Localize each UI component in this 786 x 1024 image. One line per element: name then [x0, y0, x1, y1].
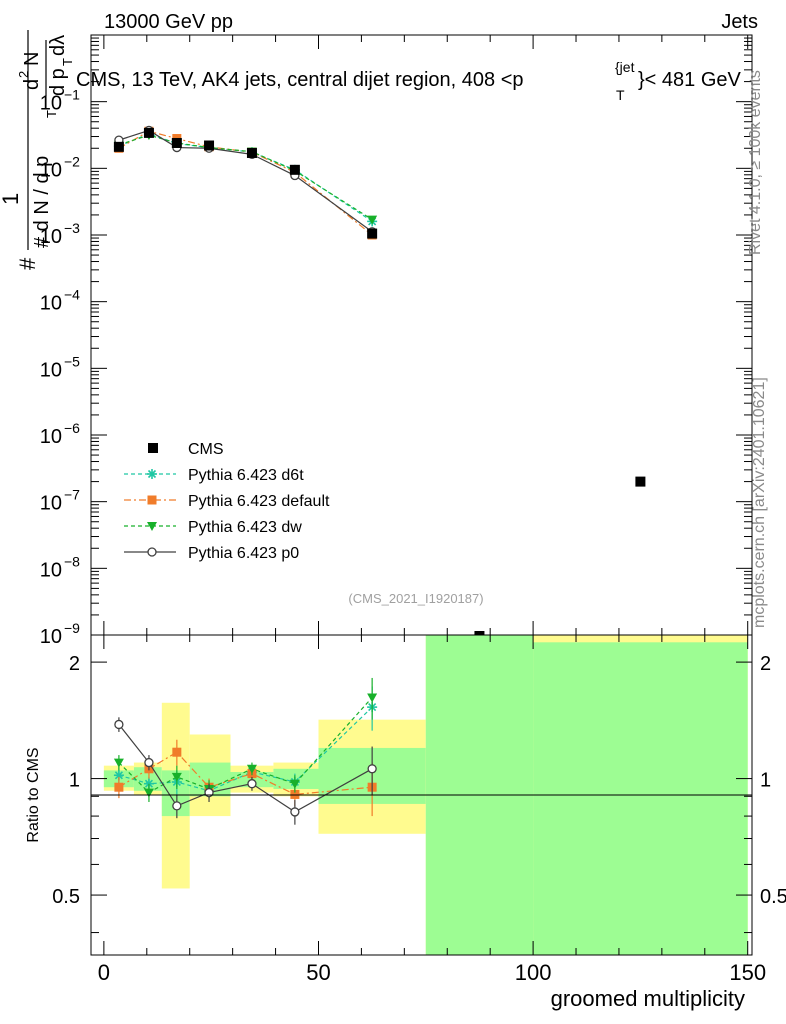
- ratio-point-2-1: [143, 788, 154, 798]
- y-tick-label-main-1: 10: [40, 559, 62, 581]
- y-tick-label-main-7: 10: [40, 159, 62, 181]
- y-tick-label-main-8: 10: [40, 93, 62, 115]
- cms-point-4: [246, 147, 257, 158]
- cms-point-1: [143, 127, 154, 138]
- title-main: CMS, 13 TeV, AK4 jets, central dijet reg…: [76, 69, 524, 91]
- ratio-tick-label-l-2: 2: [69, 653, 80, 675]
- ylabel-dp: d p: [47, 68, 69, 96]
- x-tick-label-100: 100: [515, 960, 552, 985]
- ratio-point-2-0: [113, 758, 124, 768]
- side-label-mcplots: mcplots.cern.ch [arXiv:2401.10621]: [751, 377, 768, 628]
- ratio-point-2-5: [289, 779, 300, 789]
- ratio-tick-label-r-0.5: 0.5: [760, 886, 786, 908]
- ratio-point-1-5: [290, 789, 300, 799]
- y-tick-label-main-5: 10: [40, 293, 62, 315]
- side-label-rivet: Rivet 4.1.0, ≥ 100k events: [747, 70, 764, 255]
- y-tick-label-main-4: 10: [40, 359, 62, 381]
- legend-marker-4: [147, 547, 157, 557]
- y-tick-exp-main-6: −3: [64, 220, 80, 236]
- y-tick-exp-main-1: −8: [64, 553, 80, 569]
- main-line-0: [118, 133, 373, 222]
- main-series: [113, 125, 378, 240]
- cms-point-6: [367, 228, 378, 239]
- ratio-point-2-4: [246, 764, 257, 774]
- legend-marker-3: [147, 522, 157, 531]
- main-line-3: [118, 129, 373, 233]
- title-tail: }< 481 GeV: [638, 69, 742, 91]
- ylabel-denominator: # d N / d p: [31, 156, 53, 248]
- title-sup: {jet: [615, 59, 635, 75]
- cms-point-5: [289, 164, 300, 175]
- chart-title: CMS, 13 TeV, AK4 jets, central dijet reg…: [76, 59, 742, 103]
- y-tick-exp-main-2: −7: [64, 487, 80, 503]
- ratio-point-2-2: [171, 772, 182, 782]
- ratio-point-3-1: [144, 757, 154, 768]
- cms-point-7: [474, 631, 485, 635]
- y-axis-label-ratio: Ratio to CMS: [25, 747, 42, 842]
- ratio-tick-label-l-1: 1: [69, 770, 80, 792]
- ratio-point-2-6: [367, 693, 378, 703]
- legend-label-2: Pythia 6.423 default: [188, 493, 330, 510]
- band-inner-8: [533, 642, 748, 955]
- ylabel-numerator: 1: [0, 193, 23, 205]
- legend-cms-marker: [148, 443, 158, 453]
- x-tick-label-0: 0: [98, 960, 110, 985]
- legend-label-3: Pythia 6.423 dw: [188, 519, 302, 536]
- header-right: Jets: [721, 11, 758, 33]
- ylabel-dp-sub: T: [60, 58, 75, 66]
- y-tick-label-main-6: 10: [40, 226, 62, 248]
- main-line-1: [118, 130, 373, 236]
- ylabel-power: 2: [16, 71, 31, 78]
- legend-label-4: Pythia 6.423 p0: [188, 545, 299, 562]
- header-left: 13000 GeV pp: [104, 11, 233, 33]
- ylabel-denominator-sub: T: [44, 110, 59, 118]
- y-tick-label-main-0: 10: [40, 626, 62, 648]
- cms-point-3: [204, 140, 215, 151]
- ratio-tick-label-l-0.5: 0.5: [52, 886, 80, 908]
- ratio-point-1-0: [114, 782, 124, 792]
- title-sub: T: [616, 87, 625, 103]
- y-tick-exp-main-4: −5: [64, 353, 80, 369]
- legend-marker-2: [147, 495, 157, 505]
- cms-point-8: [635, 476, 646, 487]
- ylabel-N: N: [21, 52, 43, 66]
- x-tick-label-50: 50: [306, 960, 330, 985]
- y-tick-label-main-2: 10: [40, 493, 62, 515]
- x-axis-label: groomed multiplicity: [551, 986, 745, 1011]
- ratio-point-3-6: [367, 764, 377, 774]
- cms-point-0: [113, 141, 124, 152]
- y-tick-exp-main-7: −2: [64, 153, 80, 169]
- y-axis-label-main: # 1 # d N / d p T d 2 N d p T dλ: [0, 30, 75, 270]
- main-line-2: [118, 134, 373, 221]
- x-tick-label-150: 150: [729, 960, 766, 985]
- ylabel-d-sup: d: [21, 79, 43, 90]
- main-point-2-6: [367, 215, 378, 225]
- y-tick-exp-main-5: −4: [64, 287, 80, 303]
- ratio-tick-label-r-2: 2: [760, 653, 771, 675]
- legend-marker-1: [147, 469, 157, 479]
- ratio-tick-label-r-1: 1: [760, 770, 771, 792]
- y-tick-exp-main-3: −6: [64, 420, 80, 436]
- ratio-point-3-0: [114, 719, 124, 730]
- ratio-point-1-2: [172, 747, 182, 757]
- ratio-point-3-5: [290, 807, 300, 817]
- ratio-point-3-2: [172, 801, 182, 811]
- ylabel-dlambda: dλ: [47, 35, 69, 56]
- cms-point-2: [171, 137, 182, 148]
- analysis-id: (CMS_2021_I1920187): [348, 591, 483, 606]
- y-tick-exp-main-0: −9: [64, 620, 80, 636]
- legend-label-0: CMS: [188, 441, 224, 458]
- legend: CMS Pythia 6.423 d6t Pythia 6.423 default P…: [124, 441, 330, 562]
- band-inner-5: [273, 768, 319, 789]
- ratio-point-3-4: [247, 779, 257, 789]
- ratio-series: [113, 677, 378, 825]
- legend-label-1: Pythia 6.423 d6t: [188, 467, 304, 484]
- ylabel-one-hash: #: [15, 257, 40, 270]
- y-tick-label-main-3: 10: [40, 426, 62, 448]
- cms-data-points: [113, 127, 646, 635]
- y-tick-exp-main-8: −1: [64, 87, 80, 103]
